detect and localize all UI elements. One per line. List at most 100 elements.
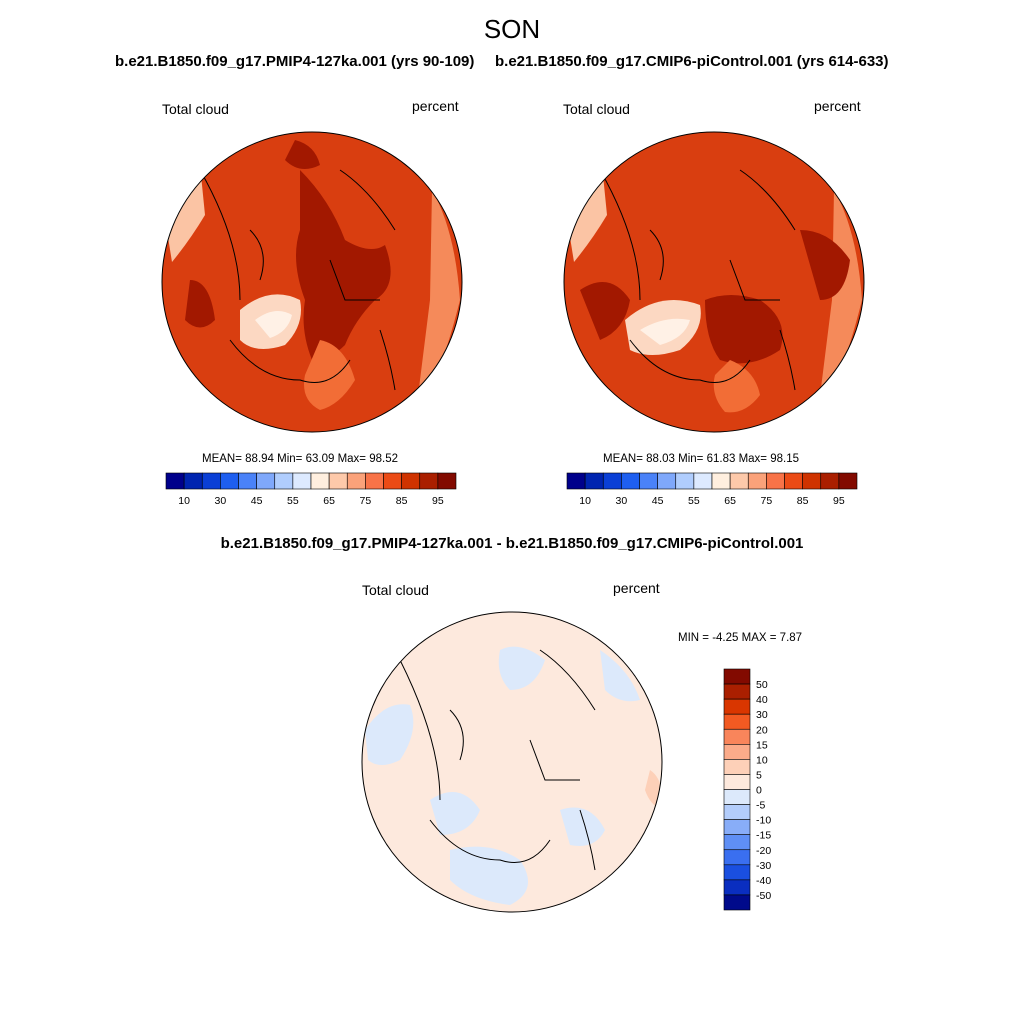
colorbar-swatch <box>723 668 751 685</box>
colorbar-tick-label: 30 <box>215 495 227 507</box>
colorbar-tick-label: 95 <box>833 495 845 507</box>
map-moderate-cloud-region <box>713 360 760 413</box>
colorbar-swatch <box>723 819 751 835</box>
panel-a-units-label: percent <box>412 98 459 114</box>
max-label: Max= <box>337 453 367 465</box>
colorbar-swatch <box>723 683 751 700</box>
colorbar-tick-label: 5 <box>756 769 762 781</box>
colorbar-swatch <box>437 472 457 490</box>
map-high-cloud-region <box>705 295 783 364</box>
colorbar-tick-label: 15 <box>756 739 768 751</box>
panel-b-colorbar: 10 30 45 55 65 75 85 95 <box>566 472 858 507</box>
mean-value: 88.94 <box>245 453 274 465</box>
colorbar-swatch <box>328 472 348 490</box>
colorbar-swatch <box>310 472 330 490</box>
colorbar-swatch <box>723 879 751 896</box>
panel-b-units-label: percent <box>814 98 861 114</box>
colorbar-swatch <box>238 472 257 490</box>
colorbar-tick-label: -40 <box>756 875 771 887</box>
panel-b-variable-label: Total cloud <box>563 101 630 117</box>
colorbar-swatch <box>256 472 276 490</box>
panel-diff-map <box>362 612 662 912</box>
min-value: 63.09 <box>305 453 335 465</box>
colorbar-tick-label: -5 <box>756 800 765 812</box>
colorbar-swatch <box>784 472 803 490</box>
colorbar-tick-label: -10 <box>756 815 771 827</box>
map-moderate-cloud-region <box>817 190 862 420</box>
colorbar-swatch <box>711 472 731 490</box>
map-negative-diff-region <box>498 646 545 690</box>
min-value: -4.25 <box>712 632 739 644</box>
colorbar-swatch <box>621 472 640 490</box>
colorbar-swatch <box>639 472 658 490</box>
colorbar-swatch <box>346 472 366 490</box>
panel-b-title: b.e21.B1850.f09_g17.CMIP6-piControl.001 … <box>495 53 889 70</box>
panel-a-stats: MEAN= 88.94 Min= 63.09 Max= 98.52 <box>202 453 398 465</box>
colorbar-swatch <box>723 834 751 851</box>
colorbar-tick-label: 20 <box>756 724 768 736</box>
panel-a-variable-label: Total cloud <box>162 101 229 117</box>
map-moderate-cloud-region <box>304 340 355 410</box>
coastline <box>399 649 596 871</box>
colorbar-tick-label: 95 <box>432 495 444 507</box>
colorbar-tick-label: 45 <box>652 495 664 507</box>
figure-title: SON <box>483 14 541 44</box>
colorbar-swatch <box>292 472 312 490</box>
colorbar-swatch <box>723 759 751 775</box>
map-high-cloud-region <box>285 140 320 169</box>
colorbar-swatch <box>693 472 713 490</box>
panel-diff-title: b.e21.B1850.f09_g17.PMIP4-127ka.001 - b.… <box>220 535 804 552</box>
map-negative-diff-region <box>430 792 480 835</box>
min-value: 61.83 <box>706 453 736 465</box>
colorbar-swatch <box>602 472 622 490</box>
colorbar-swatch <box>729 472 749 490</box>
map-negative-diff-region <box>450 846 528 905</box>
colorbar-swatch <box>165 472 185 490</box>
colorbar-tick-label: -30 <box>756 860 771 872</box>
colorbar-swatch <box>723 804 751 820</box>
colorbar-swatch <box>201 472 221 490</box>
panel-b-map-border <box>563 131 865 433</box>
colorbar-swatch <box>723 864 751 881</box>
colorbar-tick-label: -20 <box>756 845 771 857</box>
panel-a-colorbar: 10 30 45 55 65 75 85 95 <box>165 472 457 507</box>
colorbar-swatch <box>723 789 751 805</box>
max-label: Max= <box>738 453 768 465</box>
map-min-cloud-region <box>255 311 292 338</box>
colorbar-tick-label: 55 <box>287 495 299 507</box>
map-high-cloud-region <box>185 280 215 328</box>
panel-diff-units-label: percent <box>613 580 660 596</box>
colorbar-tick-label: 0 <box>756 785 762 797</box>
colorbar-tick-label: 75 <box>360 495 372 507</box>
colorbar-swatch <box>723 849 751 866</box>
colorbar-tick-label: 65 <box>323 495 335 507</box>
colorbar-tick-label: 10 <box>178 495 190 507</box>
colorbar-swatch <box>838 472 858 490</box>
colorbar-swatch <box>723 744 751 760</box>
colorbar-swatch <box>419 472 439 490</box>
map-high-cloud-region <box>296 170 391 360</box>
colorbar-swatch <box>274 472 294 490</box>
colorbar-tick-label: 45 <box>251 495 263 507</box>
map-high-cloud-region <box>580 282 630 340</box>
max-label: MAX = <box>741 632 777 644</box>
colorbar-tick-label: -50 <box>756 890 771 902</box>
panel-diff-map-border <box>361 611 663 913</box>
colorbar-tick-label: 65 <box>724 495 736 507</box>
map-negative-diff-region <box>600 650 640 702</box>
map-min-cloud-region <box>640 318 690 345</box>
colorbar-swatch <box>723 774 751 790</box>
colorbar-tick-label: 10 <box>579 495 591 507</box>
colorbar-swatch <box>657 472 677 490</box>
colorbar-swatch <box>747 472 767 490</box>
map-negative-diff-region <box>365 704 414 765</box>
colorbar-tick-label: 30 <box>616 495 628 507</box>
colorbar-tick-label: 30 <box>756 709 768 721</box>
colorbar-swatch <box>723 713 751 730</box>
colorbar-tick-label: 85 <box>396 495 408 507</box>
coastline <box>199 169 396 391</box>
panel-a-map-border <box>161 131 463 433</box>
panel-b-stats: MEAN= 88.03 Min= 61.83 Max= 98.15 <box>603 453 799 465</box>
